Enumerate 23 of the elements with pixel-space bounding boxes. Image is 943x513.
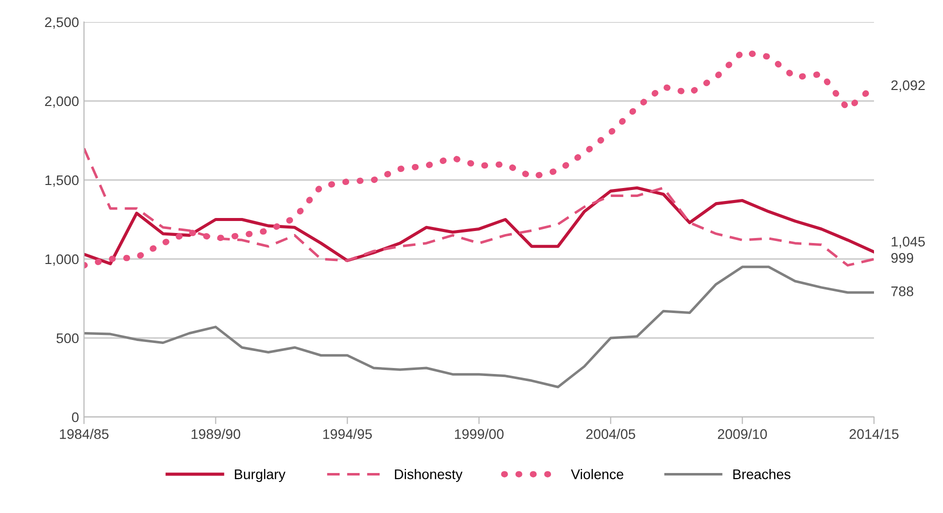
legend-label: Violence xyxy=(570,469,624,480)
x-tick-label: 1994/95 xyxy=(323,428,372,440)
data-label: 1,045 xyxy=(892,236,925,248)
y-tick-label: 1,500 xyxy=(45,175,79,187)
x-tick-label: 2009/10 xyxy=(718,428,767,440)
y-tick-label: 2,000 xyxy=(45,96,79,108)
x-tick-label: 1984/85 xyxy=(60,428,109,440)
legend-label: Breaches xyxy=(733,469,790,480)
y-tick-label: 2,500 xyxy=(45,17,79,29)
data-label: 2,092 xyxy=(891,80,925,92)
x-tick-label: 1999/00 xyxy=(454,428,504,440)
legend-label: Dishonesty xyxy=(394,469,462,482)
line-series xyxy=(84,186,874,266)
data-label: 788 xyxy=(891,286,914,296)
data-label: 999 xyxy=(891,253,914,263)
y-tick-label: 1,000 xyxy=(45,254,79,266)
x-tick-label: 2004/05 xyxy=(586,428,636,440)
y-tick-label: 0 xyxy=(72,412,79,422)
x-tick-label: 1989/90 xyxy=(192,428,240,440)
y-tick-label: 500 xyxy=(56,333,79,344)
x-tick-label: 2014/15 xyxy=(850,428,899,440)
legend-label: Burglary xyxy=(234,469,286,482)
line-series xyxy=(84,266,874,388)
